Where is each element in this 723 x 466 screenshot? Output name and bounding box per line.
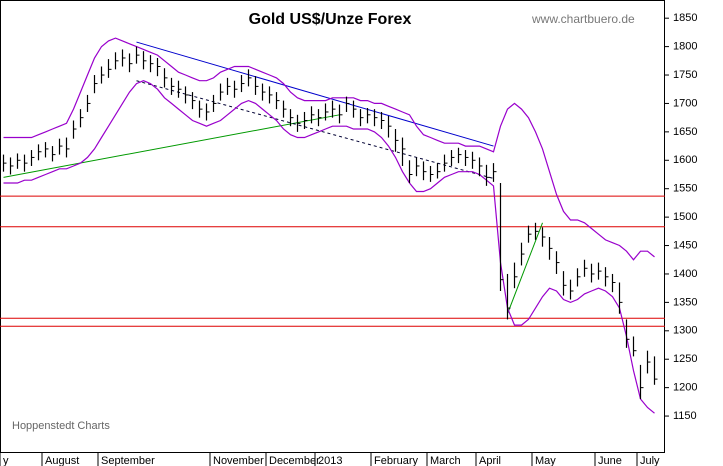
credit-label: Hoppenstedt Charts xyxy=(12,420,110,432)
x-tick-label: August xyxy=(45,455,79,466)
y-tick-label: 1750 xyxy=(673,69,697,81)
x-tick-label: March xyxy=(430,455,461,466)
trend-line xyxy=(136,41,494,147)
x-tick-label: November xyxy=(213,455,264,466)
y-tick-label: 1300 xyxy=(673,325,697,337)
y-tick-label: 1850 xyxy=(673,12,697,24)
x-tick-label: April xyxy=(479,455,501,466)
y-tick-label: 1550 xyxy=(673,183,697,195)
trend-line xyxy=(3,114,340,178)
x-tick-label: December xyxy=(269,455,320,466)
x-tick-label: September xyxy=(101,455,155,466)
x-tick-label: y xyxy=(3,455,9,466)
y-tick-label: 1350 xyxy=(673,296,697,308)
y-tick-label: 1500 xyxy=(673,211,697,223)
source-label: www.chartbuero.de xyxy=(531,12,635,26)
x-tick-label: February xyxy=(374,455,419,466)
trend-line xyxy=(136,80,494,179)
y-tick-label: 1400 xyxy=(673,268,697,280)
trend-line xyxy=(507,222,543,314)
y-tick-label: 1250 xyxy=(673,353,697,365)
y-tick-label: 1150 xyxy=(673,410,697,422)
bollinger-band xyxy=(3,80,655,414)
y-tick-label: 1700 xyxy=(673,97,697,109)
chart-title: Gold US$/Unze Forex xyxy=(249,11,412,28)
y-tick-label: 1650 xyxy=(673,126,697,138)
y-tick-label: 1800 xyxy=(673,41,697,53)
bollinger-band xyxy=(3,37,655,261)
y-tick-label: 1200 xyxy=(673,382,697,394)
y-tick-label: 1600 xyxy=(673,154,697,166)
x-tick-label: July xyxy=(640,455,660,466)
x-tick-label: May xyxy=(535,455,556,466)
plot xyxy=(0,37,665,414)
x-tick-label: 2013 xyxy=(318,455,342,466)
x-tick-label: June xyxy=(598,455,622,466)
y-tick-label: 1450 xyxy=(673,239,697,251)
